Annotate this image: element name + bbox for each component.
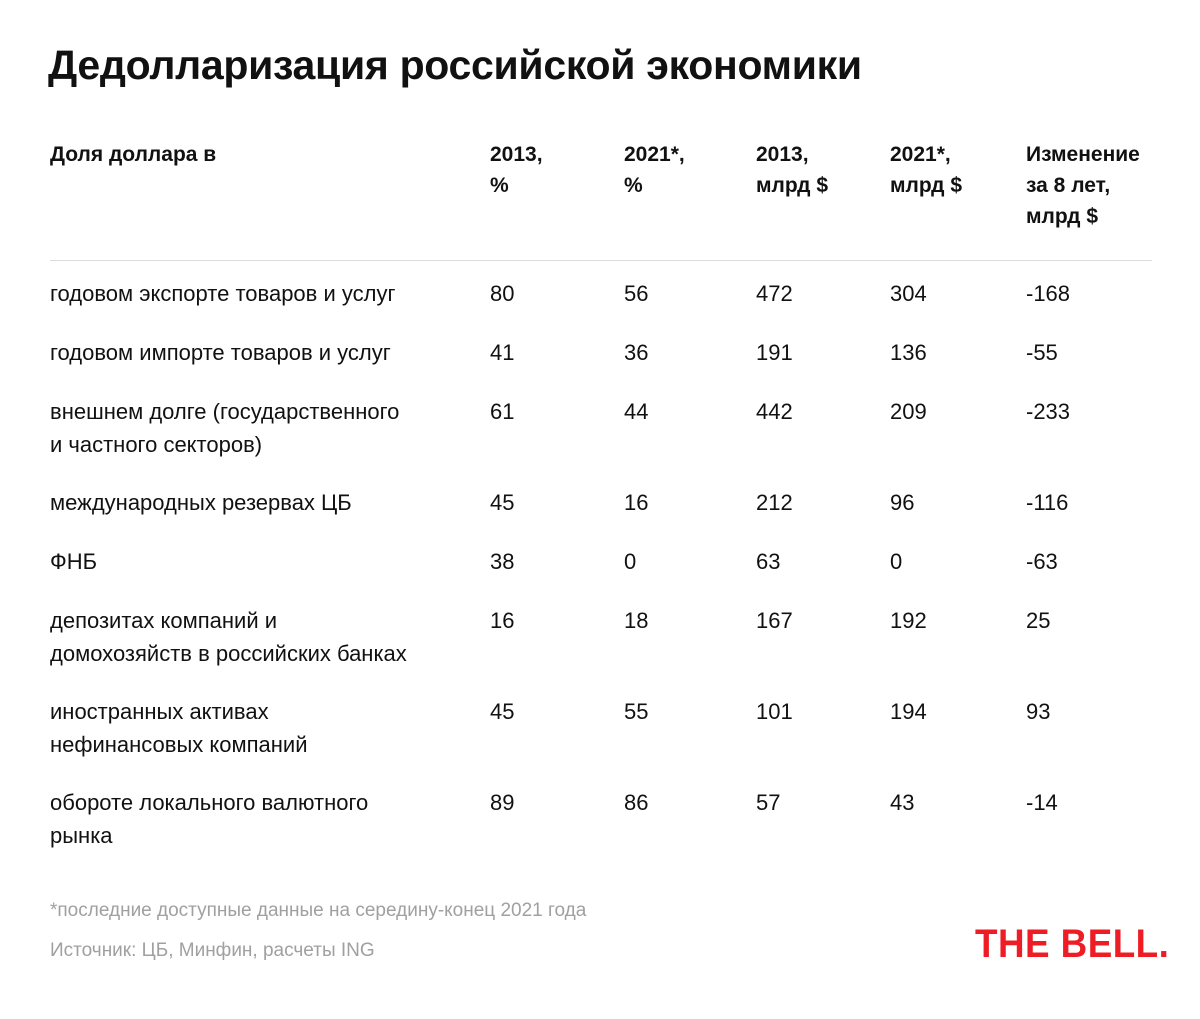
table-cell: -116 — [1026, 490, 1069, 515]
table-cell: 191 — [756, 340, 793, 365]
table-cell: 194 — [890, 699, 927, 724]
table-cell: -14 — [1026, 790, 1058, 815]
table-cell: 93 — [1026, 699, 1051, 724]
row-label: международных резервах ЦБ — [50, 490, 352, 515]
table-cell: 61 — [490, 399, 515, 424]
table-cell: 101 — [756, 699, 793, 724]
table-cell: 45 — [490, 699, 515, 724]
row-label: годовом экспорте товаров и услуг — [50, 281, 396, 306]
data-table: Доля доллара в 2013, % 2021*, % 2013, мл… — [50, 139, 1152, 848]
table-cell: 209 — [890, 399, 927, 424]
table-cell: 212 — [756, 490, 793, 515]
table-cell: 18 — [624, 608, 649, 633]
table-cell: -168 — [1026, 281, 1071, 306]
row-label: годовом импорте товаров и услуг — [50, 340, 391, 365]
header-label: Доля доллара в — [50, 143, 217, 166]
table-cell: 136 — [890, 340, 927, 365]
table-cell: 45 — [490, 490, 515, 515]
footnote: *последние доступные данные на середину-… — [50, 900, 587, 921]
table-cell: 55 — [624, 699, 649, 724]
table-cell: 86 — [624, 790, 649, 815]
source-note: Источник: ЦБ, Минфин, расчеты ING — [50, 940, 375, 961]
table-cell: 38 — [490, 549, 515, 574]
row-label: иностранных активах нефинансовых компани… — [50, 699, 308, 757]
table-cell: 80 — [490, 281, 515, 306]
table-cell: 192 — [890, 608, 927, 633]
table-cell: 167 — [756, 608, 793, 633]
table-cell: 63 — [756, 549, 781, 574]
table-cell: 16 — [490, 608, 515, 633]
table-cell: 44 — [624, 399, 649, 424]
row-label: внешнем долге (государственного и частно… — [50, 399, 400, 457]
table-cell: 16 — [624, 490, 649, 515]
table-cell: 304 — [890, 281, 927, 306]
table-cell: 0 — [624, 549, 637, 574]
table-cell: 36 — [624, 340, 649, 365]
row-label: обороте локального валютного рынка — [50, 790, 369, 848]
table-cell: 89 — [490, 790, 515, 815]
table-cell: 43 — [890, 790, 915, 815]
table-cell: 57 — [756, 790, 781, 815]
table-cell: 96 — [890, 490, 915, 515]
table-header: Доля доллара в 2013, % 2021*, % 2013, мл… — [50, 139, 1152, 261]
the-bell-logo: THE BELL. — [975, 922, 1170, 966]
table-cell: 56 — [624, 281, 649, 306]
header-2013-bln: 2013, млрд $ — [756, 143, 829, 197]
row-label: ФНБ — [50, 549, 98, 574]
table-cell: 442 — [756, 399, 793, 424]
table-cell: -233 — [1026, 399, 1071, 424]
row-label: депозитах компаний и домохозяйств в росс… — [50, 608, 407, 666]
table-cell: -63 — [1026, 549, 1058, 574]
header-change: Изменение за 8 лет, млрд $ — [1026, 143, 1140, 228]
table-cell: 25 — [1026, 608, 1051, 633]
table-cell: 0 — [890, 549, 903, 574]
header-2021-percent: 2021*, % — [624, 143, 685, 197]
table-cell: 41 — [490, 340, 515, 365]
page-title: Дедолларизация российской экономики — [48, 42, 862, 88]
table-cell: -55 — [1026, 340, 1058, 365]
table-cell: 472 — [756, 281, 793, 306]
header-2021-bln: 2021*, млрд $ — [890, 143, 963, 197]
header-2013-percent: 2013, % — [490, 143, 543, 197]
